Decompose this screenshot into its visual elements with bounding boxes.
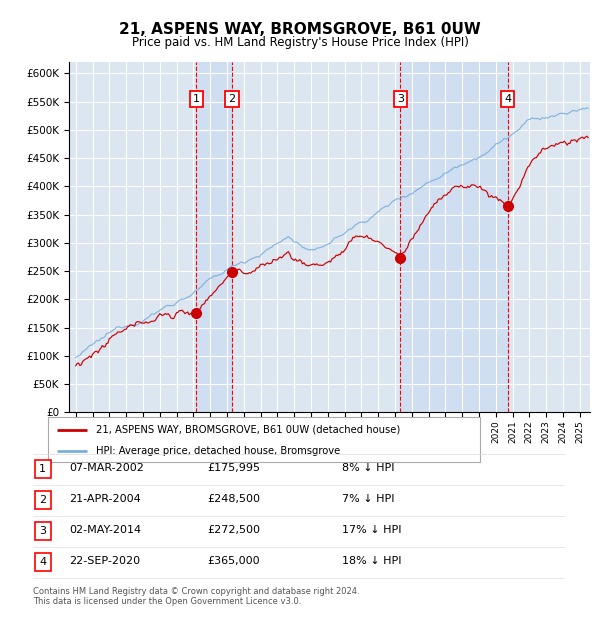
Text: £272,500: £272,500 [207, 525, 260, 535]
FancyBboxPatch shape [35, 460, 50, 477]
Text: 4: 4 [39, 557, 46, 567]
FancyBboxPatch shape [48, 417, 480, 462]
Text: £248,500: £248,500 [207, 494, 260, 504]
Text: 1: 1 [39, 464, 46, 474]
Text: Price paid vs. HM Land Registry's House Price Index (HPI): Price paid vs. HM Land Registry's House … [131, 36, 469, 49]
FancyBboxPatch shape [35, 522, 50, 539]
Text: £365,000: £365,000 [207, 556, 260, 566]
Text: 21, ASPENS WAY, BROMSGROVE, B61 0UW: 21, ASPENS WAY, BROMSGROVE, B61 0UW [119, 22, 481, 37]
Text: 3: 3 [39, 526, 46, 536]
Text: 2: 2 [229, 94, 236, 104]
Text: 1: 1 [193, 94, 200, 104]
Bar [196, 62, 232, 412]
Text: 17% ↓ HPI: 17% ↓ HPI [342, 525, 401, 535]
Text: £175,995: £175,995 [207, 463, 260, 473]
Text: 07-MAR-2002: 07-MAR-2002 [69, 463, 144, 473]
Text: 18% ↓ HPI: 18% ↓ HPI [342, 556, 401, 566]
FancyBboxPatch shape [35, 491, 50, 508]
Text: Contains HM Land Registry data © Crown copyright and database right 2024.: Contains HM Land Registry data © Crown c… [33, 587, 359, 596]
Text: 7% ↓ HPI: 7% ↓ HPI [342, 494, 395, 504]
Text: 21, ASPENS WAY, BROMSGROVE, B61 0UW (detached house): 21, ASPENS WAY, BROMSGROVE, B61 0UW (det… [95, 425, 400, 435]
Text: This data is licensed under the Open Government Licence v3.0.: This data is licensed under the Open Gov… [33, 597, 301, 606]
Text: 8% ↓ HPI: 8% ↓ HPI [342, 463, 395, 473]
FancyBboxPatch shape [35, 553, 50, 570]
Bar [400, 62, 508, 412]
Text: 02-MAY-2014: 02-MAY-2014 [69, 525, 141, 535]
Text: 21-APR-2004: 21-APR-2004 [69, 494, 141, 504]
Text: 2: 2 [39, 495, 46, 505]
Text: 22-SEP-2020: 22-SEP-2020 [69, 556, 140, 566]
Text: 3: 3 [397, 94, 404, 104]
Text: 4: 4 [504, 94, 511, 104]
Text: HPI: Average price, detached house, Bromsgrove: HPI: Average price, detached house, Brom… [95, 446, 340, 456]
